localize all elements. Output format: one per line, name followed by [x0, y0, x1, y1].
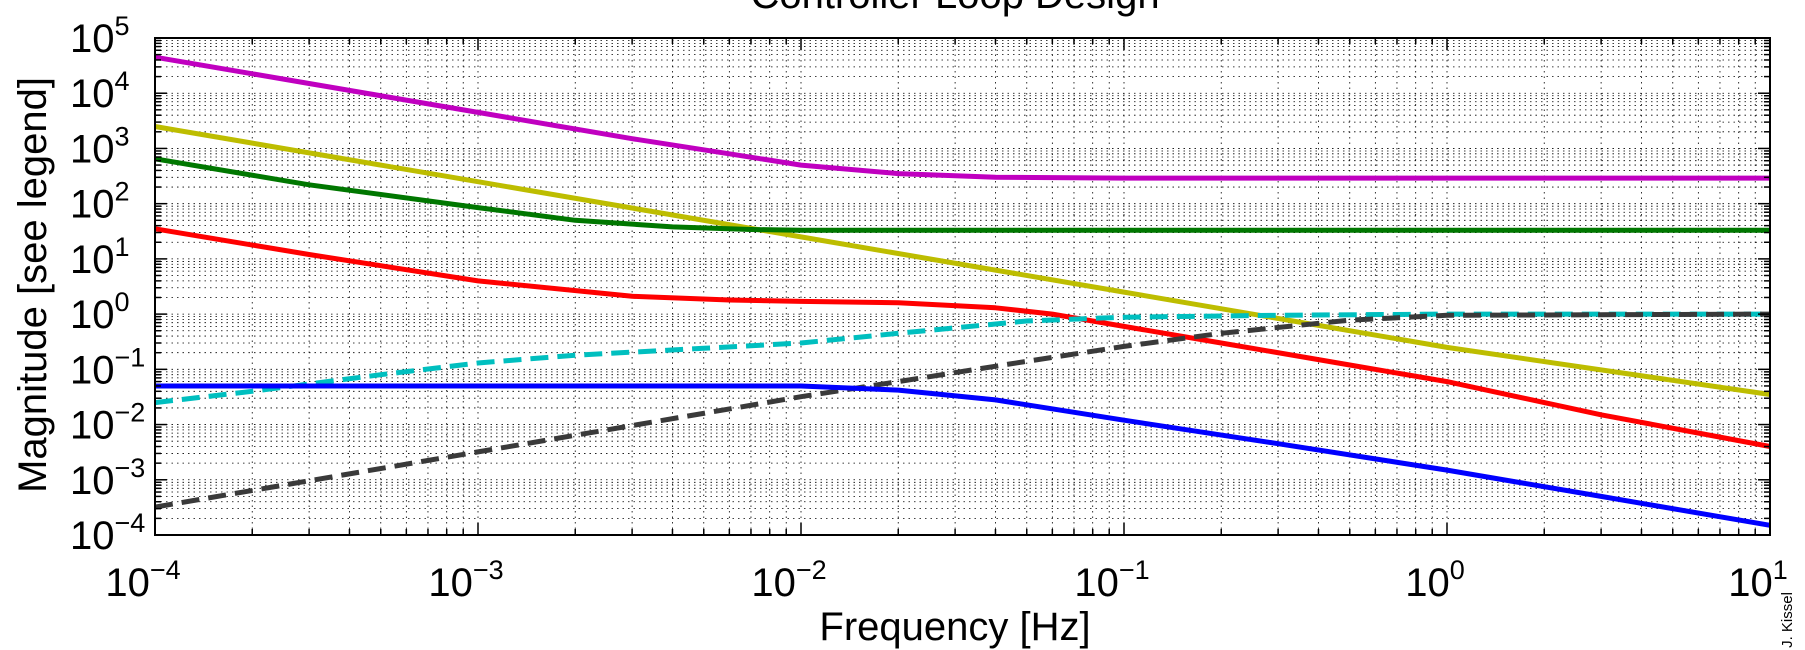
- y-tick-label: 100: [70, 287, 130, 337]
- chart-title: Controller Loop Design: [750, 0, 1159, 17]
- plot-frame: [154, 37, 1771, 536]
- series-line-6: [155, 383, 1771, 528]
- x-tick-label: 101: [1728, 555, 1788, 605]
- series-line-1: [154, 124, 1771, 397]
- y-tick-label: 102: [70, 177, 130, 227]
- series-line-3: [154, 226, 1771, 449]
- x-tick-label: 10−4: [105, 555, 180, 605]
- x-axis-title: Frequency [Hz]: [819, 605, 1090, 649]
- series-line-2: [154, 156, 1770, 233]
- x-tick-label: 100: [1405, 555, 1465, 605]
- ticks: [154, 38, 1770, 536]
- series-line-4: [154, 311, 1770, 406]
- tick-labels: 10−4 10−3 10−2 10−1 100 10110−410−310−210−110…: [70, 11, 1788, 605]
- series-line-5: [154, 311, 1771, 510]
- author-annotation: J. Kissel: [1779, 592, 1796, 648]
- y-tick-label: 10−1: [70, 342, 145, 392]
- y-tick-label: 101: [70, 232, 130, 282]
- y-tick-label: 103: [70, 121, 130, 171]
- x-tick-label: 10−1: [1074, 555, 1149, 605]
- plot-lines: [154, 54, 1771, 528]
- x-tick-label: 10−2: [751, 555, 826, 605]
- y-tick-label: 10−4: [70, 508, 145, 558]
- grid: [155, 38, 1770, 535]
- y-tick-label: 10−2: [70, 398, 145, 448]
- y-tick-label: 105: [70, 11, 130, 61]
- y-axis-title: Magnitude [see legend]: [11, 77, 55, 493]
- y-tick-label: 10−3: [70, 453, 145, 503]
- y-tick-label: 104: [70, 66, 130, 116]
- series-line-0: [154, 54, 1770, 181]
- x-tick-label: 10−3: [428, 555, 503, 605]
